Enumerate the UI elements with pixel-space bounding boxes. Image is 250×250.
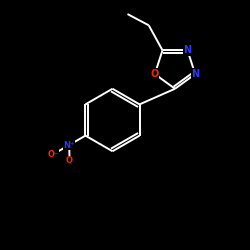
- Text: O⁻: O⁻: [47, 150, 59, 159]
- Text: O: O: [151, 69, 159, 79]
- Text: O: O: [66, 156, 73, 165]
- Text: N⁺: N⁺: [64, 140, 75, 149]
- Text: N: N: [184, 45, 192, 55]
- Text: N: N: [191, 69, 199, 79]
